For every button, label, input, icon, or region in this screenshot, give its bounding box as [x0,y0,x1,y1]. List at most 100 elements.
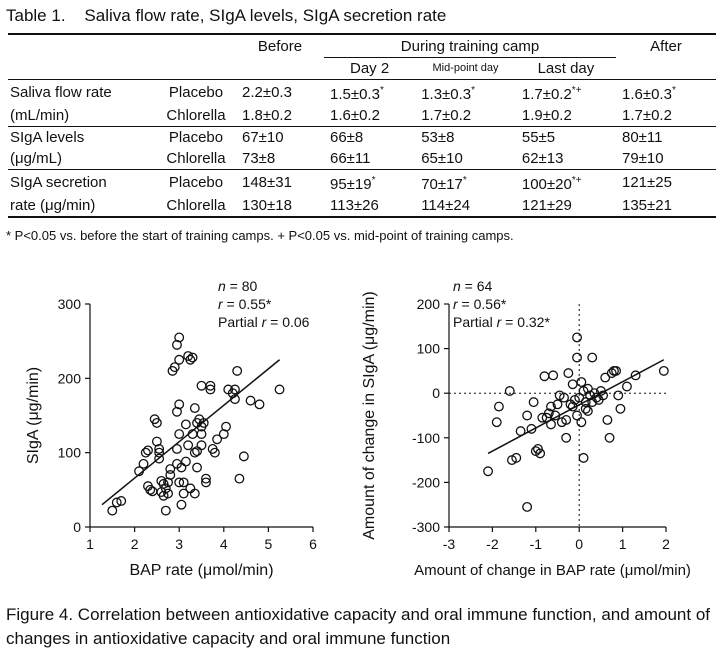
row-label-unit: rate (μg/min) [8,195,156,218]
cell-value: 135±21 [622,197,672,214]
data-point [192,446,202,457]
cell-value: 1.7±0.2 [622,107,672,124]
cell-value: 121±29 [521,197,572,214]
cell-value: 121±25 [622,174,672,191]
stat-r: r = 0.56* [453,296,507,312]
data-point [504,386,515,396]
placebo-cell: 1.7±0.2*+ [515,79,616,105]
data-point [539,371,550,382]
results-table: Before During training camp After Day 2 … [8,33,716,218]
cell-value: 73±8 [242,150,276,167]
row-label-unit: (μg/mL) [10,150,62,167]
data-point [483,466,494,477]
data-point [147,486,158,497]
cell-value: 53±8 [421,129,455,146]
data-point [491,417,502,428]
cell-value: 70±17 [421,176,463,193]
data-point [550,410,561,421]
significance-mark: *+ [571,175,582,186]
placebo-cell: 121±25 [616,169,716,195]
scatter-plot-bap-siga: 1 2 3 4 5 6 0 100 200 300 BAP rate (μmol/min) SIgA … [25,278,317,579]
y-tick-label: 200 [58,370,82,386]
stat-r: r = 0.55* [218,296,272,312]
stat-partial-r: Partial r = 0.06 [218,314,310,330]
row-label: Saliva flow rate [8,79,156,105]
placebo-cell: 67±10 [236,126,324,148]
data-point [198,417,209,428]
chlorella-cell: 1.8±0.2 [236,105,324,127]
data-point [658,365,669,376]
significance-mark: * [371,175,376,186]
data-point [274,384,285,395]
placebo-cell: 70±17* [415,169,516,195]
data-point [598,390,609,401]
x-tick-label: -2 [486,536,499,552]
header-during: During training camp [324,33,616,58]
data-point [176,499,187,510]
data-point [546,401,556,412]
chlorella-cell: 135±21 [616,195,716,218]
data-point [630,370,641,381]
data-point [160,483,171,494]
data-point [528,397,539,408]
data-point [543,408,554,419]
data-point [163,488,174,499]
data-point [185,483,196,494]
data-point [221,421,231,432]
placebo-cell: 55±5 [515,126,616,148]
chlorella-cell: 66±11 [324,148,415,170]
data-point [174,477,185,488]
x-tick-label: 4 [220,536,228,552]
chlorella-cell: 79±10 [616,148,716,170]
data-point [567,379,578,390]
data-point [151,417,162,428]
data-point [180,419,191,430]
x-tick-label: -1 [530,536,543,552]
data-point [229,384,240,395]
data-point [140,447,151,458]
x-axis-label: Amount of change in BAP rate (μmol/min) [414,562,691,579]
placebo-cell: 95±19* [324,169,416,195]
data-point [515,426,526,437]
cell-value: 62±13 [521,150,564,167]
data-point [238,451,249,462]
data-point [183,440,194,451]
data-point [174,429,185,440]
significance-mark: * [462,175,467,186]
cell-value: 148±31 [242,174,292,191]
data-point [107,505,118,516]
data-point [180,456,191,467]
data-point [196,380,207,391]
data-point [587,352,598,363]
chlorella-cell: 1.6±0.2 [324,105,415,127]
data-point [154,447,165,458]
data-point [232,365,243,376]
cell-value: 66±11 [330,150,371,167]
cell-value: 65±10 [421,150,463,167]
table-title: Table 1. Saliva flow rate, SIgA levels, … [6,6,447,25]
figure-caption: Figure 4. Correlation between antioxidat… [6,605,711,648]
data-point [229,394,240,405]
data-point [196,440,207,451]
data-point [548,370,559,381]
chlorella-cell: 113±26 [324,195,416,218]
data-point [189,447,200,458]
data-point [134,466,145,477]
data-point [615,403,626,414]
significance-mark: *+ [571,85,582,96]
x-tick-label: 1 [619,536,627,552]
chlorella-cell: 130±18 [236,195,324,218]
data-point [254,399,265,410]
data-point [205,384,216,395]
y-tick-label: 300 [58,296,82,312]
x-tick-label: 2 [131,536,139,552]
y-axis-label: SIgA (μg/min) [25,367,42,464]
cell-value: 2.2±0.3 [242,84,292,101]
data-point [572,410,582,421]
y-tick-label: 100 [58,445,82,461]
chlorella-cell: 62±13 [516,148,616,170]
data-point [201,477,211,488]
cell-value: 1.6±0.3 [622,86,672,103]
data-point [578,452,589,463]
data-point [234,473,245,484]
